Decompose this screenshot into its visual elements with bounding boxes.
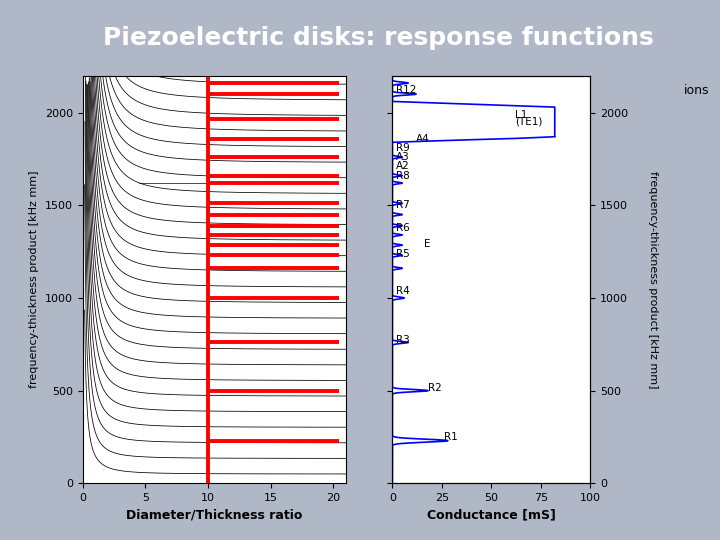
Text: R4: R4 bbox=[396, 286, 410, 295]
Text: R6: R6 bbox=[396, 222, 410, 233]
Text: E: E bbox=[424, 239, 431, 249]
Text: L1: L1 bbox=[516, 110, 528, 119]
Text: R2: R2 bbox=[428, 383, 442, 393]
Text: A3: A3 bbox=[396, 152, 410, 162]
Text: (TE1): (TE1) bbox=[516, 116, 543, 126]
Text: ions: ions bbox=[684, 84, 709, 97]
Text: R5: R5 bbox=[396, 248, 410, 259]
Text: R8: R8 bbox=[396, 171, 410, 181]
Y-axis label: frequency-thickness product [kHz mm]: frequency-thickness product [kHz mm] bbox=[648, 171, 657, 388]
X-axis label: Diameter/Thickness ratio: Diameter/Thickness ratio bbox=[126, 509, 302, 522]
Y-axis label: frequency-thickness product [kHz mm]: frequency-thickness product [kHz mm] bbox=[30, 171, 40, 388]
X-axis label: Conductance [mS]: Conductance [mS] bbox=[427, 509, 556, 522]
Text: R1: R1 bbox=[444, 432, 458, 442]
Text: R7: R7 bbox=[396, 200, 410, 210]
Text: Piezoelectric disks: response functions: Piezoelectric disks: response functions bbox=[103, 26, 653, 50]
Text: R3: R3 bbox=[396, 335, 410, 345]
Text: A2: A2 bbox=[396, 161, 410, 171]
Text: R12: R12 bbox=[396, 85, 417, 96]
Text: A4: A4 bbox=[416, 133, 430, 144]
Text: R9: R9 bbox=[396, 143, 410, 153]
